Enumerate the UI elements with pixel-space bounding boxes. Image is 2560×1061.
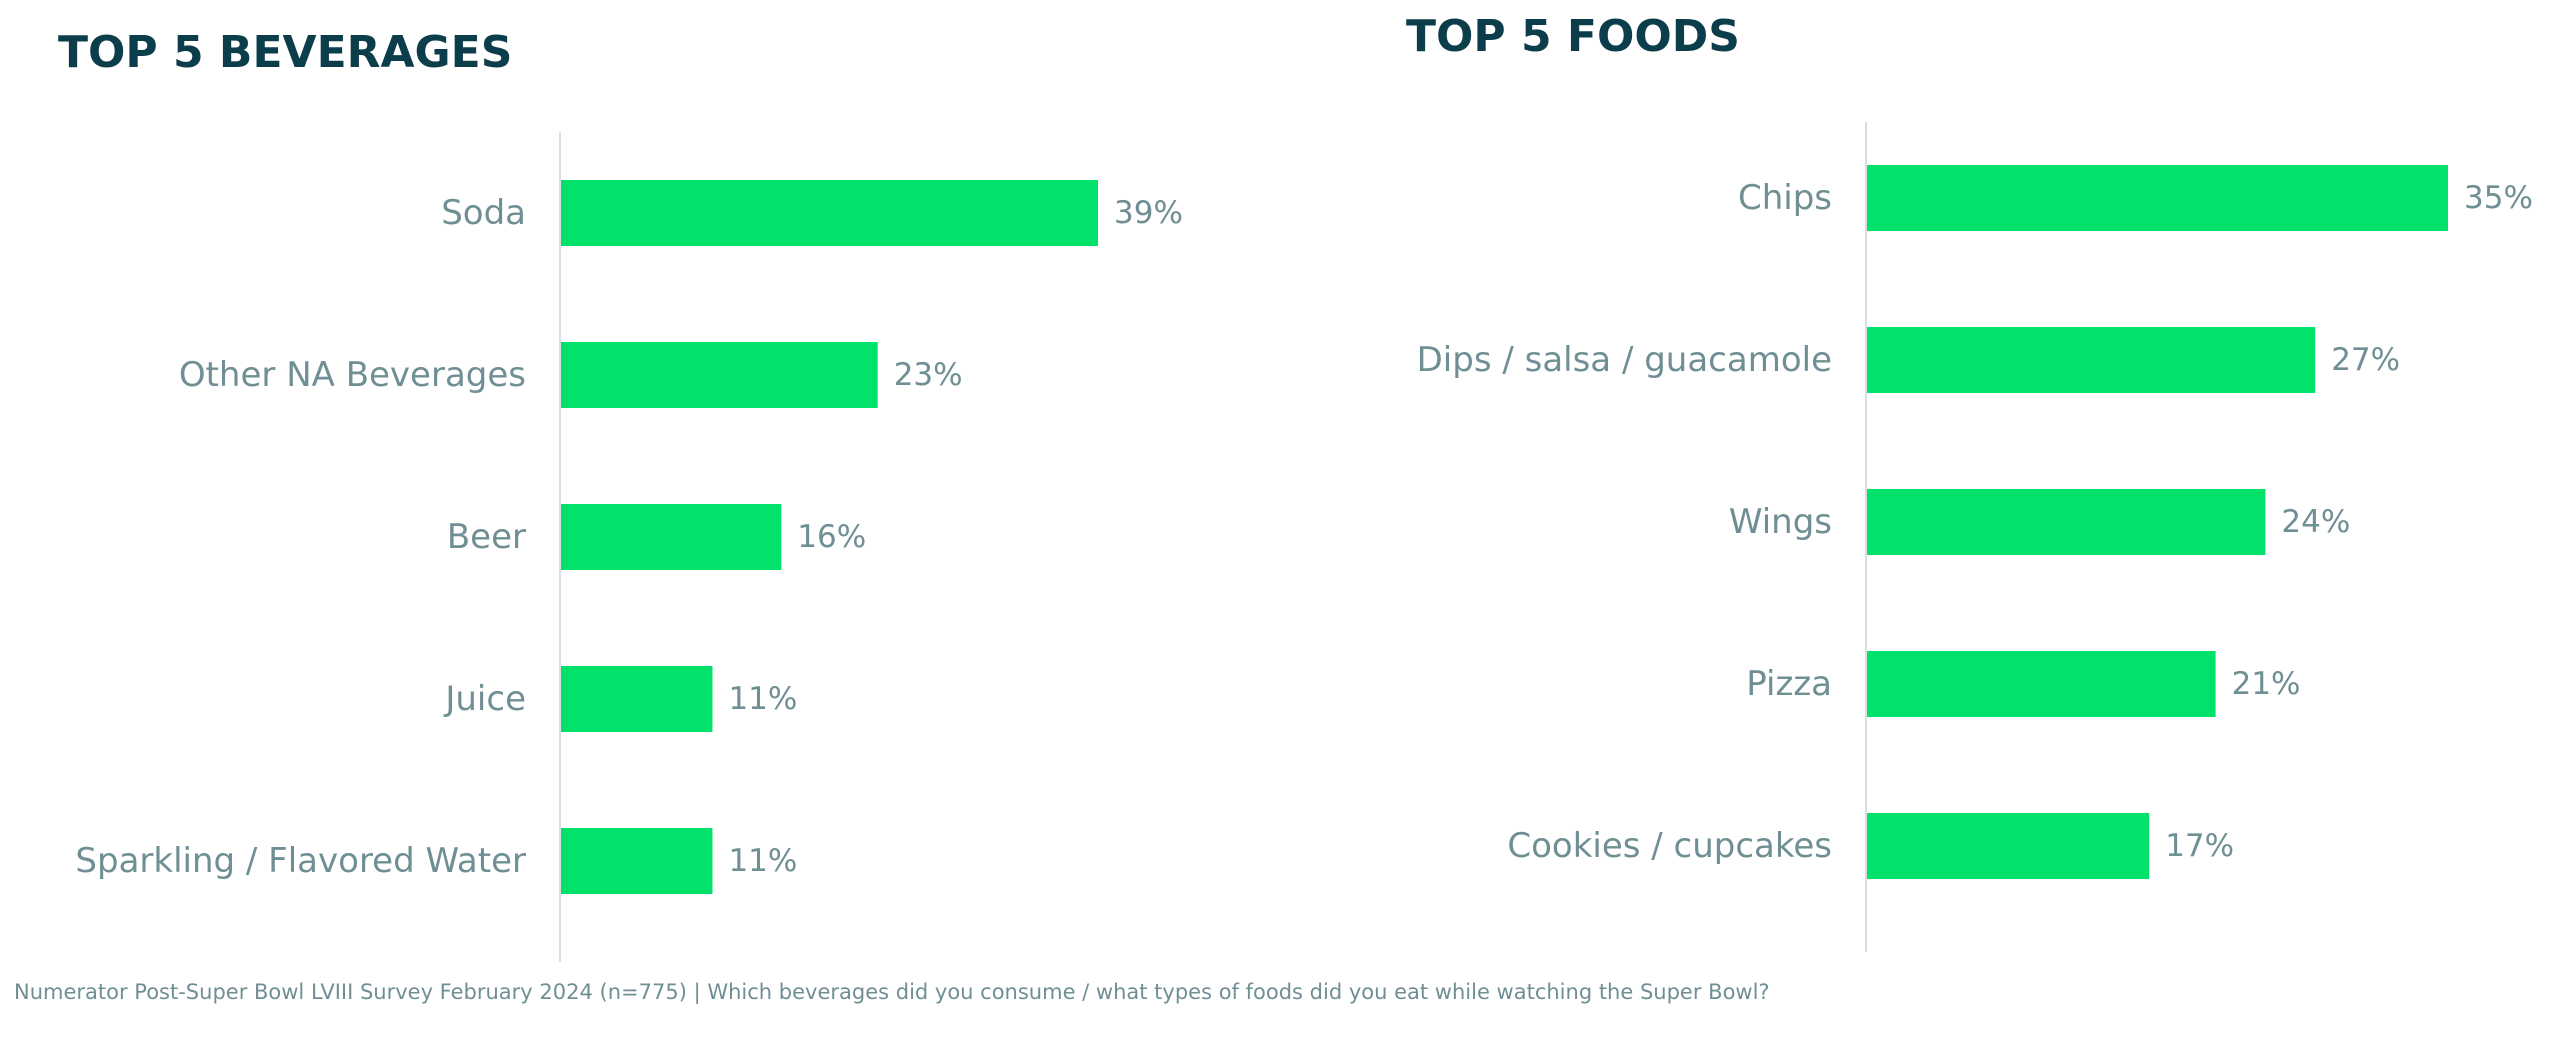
beverages-value-label-sparkling-flavored-water: 11% bbox=[728, 843, 797, 879]
beverages-value-label-juice: 11% bbox=[728, 681, 797, 717]
foods-value-label-pizza: 21% bbox=[2232, 666, 2301, 702]
foods-category-label-cookies-cupcakes: Cookies / cupcakes bbox=[1507, 826, 1832, 866]
beverages-bar-soda bbox=[561, 180, 1098, 246]
foods-bar-cookies-cupcakes bbox=[1867, 813, 2150, 879]
beverages-bar-other-na-beverages bbox=[561, 342, 878, 408]
foods-category-label-dips-salsa-guacamole: Dips / salsa / guacamole bbox=[1417, 340, 1832, 380]
foods-bar-chart: Chips 35% Dips / salsa / guacamole 27% Wings… bbox=[1417, 122, 2533, 952]
foods-bar-chips bbox=[1867, 165, 2448, 231]
survey-footnote: Numerator Post-Super Bowl LVIII Survey F… bbox=[14, 980, 1770, 1004]
beverages-chart-title: TOP 5 BEVERAGES bbox=[58, 27, 513, 78]
beverages-category-label-juice: Juice bbox=[443, 679, 526, 719]
beverages-category-label-other-na-beverages: Other NA Beverages bbox=[179, 355, 526, 395]
foods-value-label-chips: 35% bbox=[2464, 180, 2533, 216]
foods-category-label-wings: Wings bbox=[1729, 502, 1832, 542]
beverages-category-label-soda: Soda bbox=[441, 193, 526, 233]
foods-category-label-pizza: Pizza bbox=[1746, 664, 1832, 704]
foods-bar-dips-salsa-guacamole bbox=[1867, 327, 2316, 393]
beverages-value-label-beer: 16% bbox=[797, 519, 866, 555]
beverages-bar-beer bbox=[561, 504, 782, 570]
beverages-bar-sparkling-flavored-water bbox=[561, 828, 713, 894]
foods-bar-pizza bbox=[1867, 651, 2216, 717]
foods-value-label-cookies-cupcakes: 17% bbox=[2165, 828, 2234, 864]
foods-value-label-wings: 24% bbox=[2281, 504, 2350, 540]
beverages-category-label-sparkling-flavored-water: Sparkling / Flavored Water bbox=[75, 841, 526, 881]
beverages-category-label-beer: Beer bbox=[447, 517, 526, 557]
foods-value-label-dips-salsa-guacamole: 27% bbox=[2331, 342, 2400, 378]
foods-category-label-chips: Chips bbox=[1738, 178, 1832, 218]
beverages-bar-chart: Soda 39% Other NA Beverages 23% Beer 16% Juice… bbox=[75, 132, 1183, 962]
beverages-bar-juice bbox=[561, 666, 713, 732]
beverages-value-label-other-na-beverages: 23% bbox=[894, 357, 963, 393]
beverages-value-label-soda: 39% bbox=[1114, 195, 1183, 231]
foods-chart-title: TOP 5 FOODS bbox=[1406, 11, 1740, 62]
foods-bar-wings bbox=[1867, 489, 2266, 555]
